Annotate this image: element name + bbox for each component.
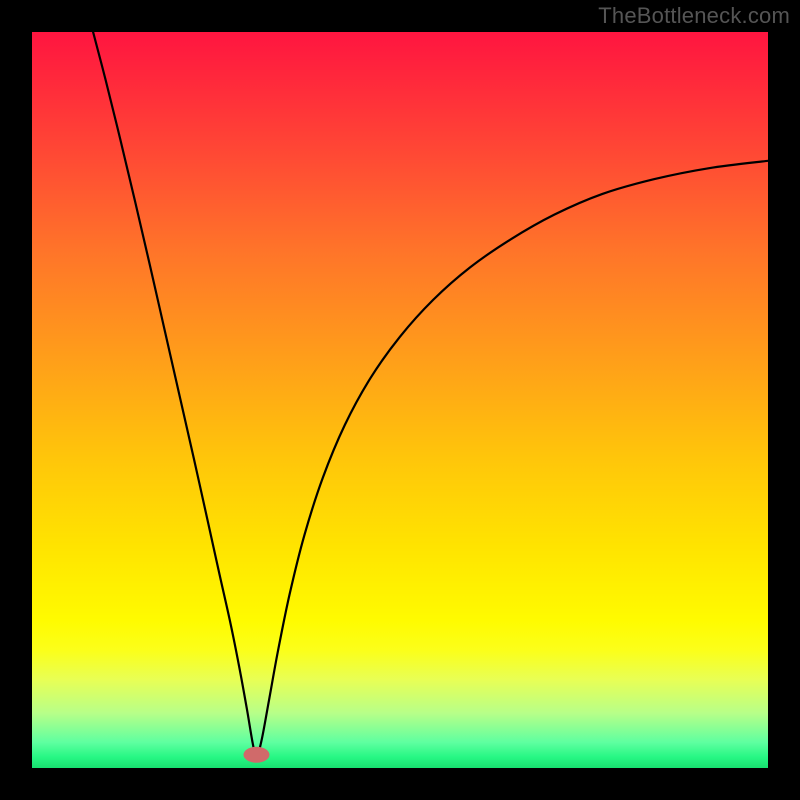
bottleneck-curve-chart — [0, 0, 800, 800]
curve-vertex-marker — [243, 747, 269, 763]
plot-background — [32, 32, 768, 768]
chart-canvas: TheBottleneck.com — [0, 0, 800, 800]
watermark-label: TheBottleneck.com — [598, 3, 790, 29]
